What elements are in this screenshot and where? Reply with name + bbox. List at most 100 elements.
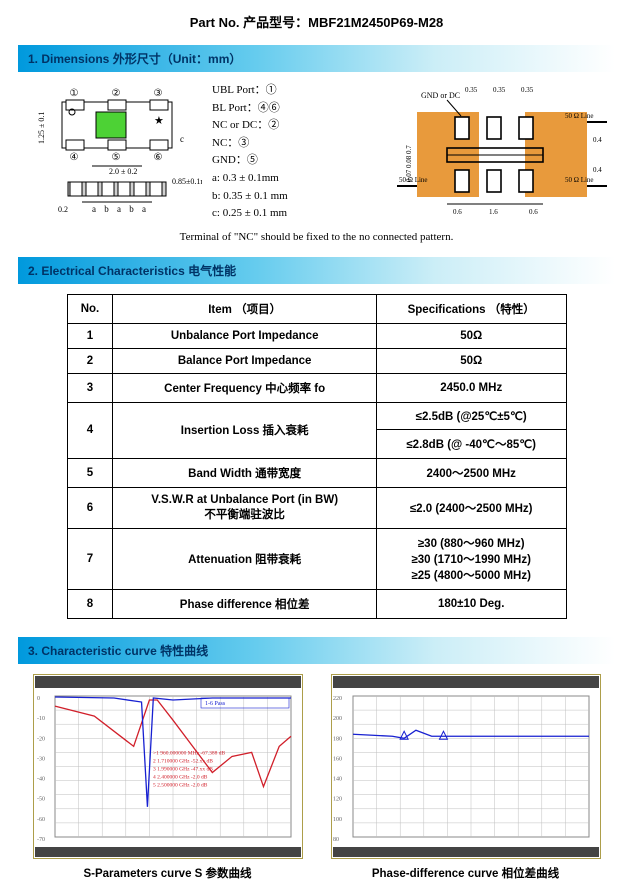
sparam-curve-box: 0-10-20-30-40-50-60-701-6 Pass>1 960.000… [33,674,303,881]
svg-text:50 Ω Line: 50 Ω Line [565,112,594,120]
spec-no: 2 [67,348,113,373]
svg-text:③: ③ [154,88,163,99]
spec-value: 180±10 Deg. [376,589,566,618]
port-definitions: UBL Port：①BL Port：④⑥NC or DC：②NC：③GND：⑤a… [212,82,387,223]
svg-text:0.35: 0.35 [465,86,478,94]
svg-text:140: 140 [333,776,342,782]
svg-text:-30: -30 [37,756,45,762]
phase-label: Phase-difference curve 相位差曲线 [331,865,601,881]
spec-th-no: No. [67,294,113,323]
svg-text:4 2.400000 GHz -2.0 dB: 4 2.400000 GHz -2.0 dB [153,774,208,780]
svg-text:100: 100 [333,817,342,823]
section-electrical-header: 2. Electrical Characteristics 电气性能 [18,257,615,284]
spec-item: Band Width 通带宽度 [113,458,376,487]
svg-text:120: 120 [333,796,342,802]
svg-text:-10: -10 [37,716,45,722]
svg-text:>1 960.000000 MHz -67.388 d: >1 960.000000 MHz -67.388 dB [153,750,225,756]
footprint-drawing: ①②③④⑤⑥★1.25 ± 0.12.0 ± 0.2c0.85±0.1mm0.2… [22,82,202,222]
svg-text:2.0 ± 0.2: 2.0 ± 0.2 [109,167,137,176]
svg-text:0.07 0.08 0.7: 0.07 0.08 0.7 [405,145,413,182]
svg-text:-60: -60 [37,817,45,823]
spec-th-item: Item （项目） [113,294,376,323]
port-def-line: GND：⑤ [212,152,387,170]
spec-value: ≤2.5dB (@25℃±5℃) [376,402,566,429]
spec-value: 2400～2500 MHz [376,458,566,487]
svg-text:-70: -70 [37,837,45,843]
curves-row: 0-10-20-30-40-50-60-701-6 Pass>1 960.000… [18,674,615,881]
table-row: 5Band Width 通带宽度2400～2500 MHz [67,458,566,487]
spec-value: ≥30 (880～960 MHz) ≥30 (1710～1990 MHz) ≥2… [376,528,566,589]
spec-no: 7 [67,528,113,589]
port-def-line: NC：③ [212,135,387,153]
spec-no: 1 [67,323,113,348]
spec-value: 50Ω [376,323,566,348]
svg-text:0.6: 0.6 [453,208,462,216]
phase-curve-box: 220 200 180 160 140 120 100 80 Phase-difference… [331,674,601,881]
svg-text:80: 80 [333,837,339,843]
table-row: 8Phase difference 相位差180±10 Deg. [67,589,566,618]
spec-no: 5 [67,458,113,487]
svg-text:0.4: 0.4 [593,136,602,144]
spec-value: 2450.0 MHz [376,373,566,402]
port-def-line: c: 0.25 ± 0.1 mm [212,205,387,223]
spec-no: 3 [67,373,113,402]
port-def-line: b: 0.35 ± 0.1 mm [212,188,387,206]
svg-text:180: 180 [333,736,342,742]
part-number: Part No. 产品型号：MBF21M2450P69-M28 [18,12,615,31]
svg-text:-20: -20 [37,736,45,742]
dimensions-block: ①②③④⑤⑥★1.25 ± 0.12.0 ± 0.2c0.85±0.1mm0.2… [18,82,615,223]
svg-text:0.6: 0.6 [529,208,538,216]
terminal-note: Terminal of "NC" should be fixed to the … [18,231,615,243]
svg-text:0: 0 [37,696,40,702]
section-dimensions-header: 1. Dimensions 外形尺寸（Unit：mm） [18,45,615,72]
svg-text:②: ② [112,88,121,99]
spec-item: V.S.W.R at Unbalance Port (in BW) 不平衡端驻波… [113,487,376,528]
spec-th-spec: Specifications （特性） [376,294,566,323]
table-row: 3Center Frequency 中心频率 fo2450.0 MHz [67,373,566,402]
spec-item: Center Frequency 中心频率 fo [113,373,376,402]
spec-table: No. Item （项目） Specifications （特性） 1Unbal… [67,294,567,619]
port-def-line: a: 0.3 ± 0.1mm [212,170,387,188]
svg-text:200: 200 [333,716,342,722]
spec-item: Unbalance Port Impedance [113,323,376,348]
spec-item: Attenuation 阻带衰耗 [113,528,376,589]
svg-text:①: ① [70,88,79,99]
svg-text:-50: -50 [37,796,45,802]
svg-text:50 Ω Line: 50 Ω Line [399,176,428,184]
table-row: 2Balance Port Impedance50Ω [67,348,566,373]
svg-text:a b a b a: a b a b a [92,204,149,214]
table-row: 7Attenuation 阻带衰耗≥30 (880～960 MHz) ≥30 (… [67,528,566,589]
spec-value: ≤2.8dB (@ -40℃～85℃) [376,429,566,458]
spec-item: Balance Port Impedance [113,348,376,373]
svg-text:1.25 ± 0.1: 1.25 ± 0.1 [37,112,46,144]
svg-text:0.85±0.1mm: 0.85±0.1mm [172,177,202,186]
svg-text:GND or DC: GND or DC [421,91,460,100]
svg-text:160: 160 [333,756,342,762]
table-row: 6V.S.W.R at Unbalance Port (in BW) 不平衡端驻… [67,487,566,528]
land-pattern-drawing: GND or DC 50 Ω Line 50 Ω Line 50 Ω Line 0.35… [397,82,611,222]
svg-text:220: 220 [333,696,342,702]
spec-no: 6 [67,487,113,528]
svg-text:1.6: 1.6 [489,208,498,216]
part-no-value: MBF21M2450P69-M28 [308,15,443,30]
table-row: 4Insertion Loss 插入衰耗≤2.5dB (@25℃±5℃) [67,402,566,429]
svg-text:0.2: 0.2 [58,205,68,214]
table-row: 1Unbalance Port Impedance50Ω [67,323,566,348]
spec-no: 4 [67,402,113,458]
svg-text:0.35: 0.35 [493,86,506,94]
spec-value: ≤2.0 (2400～2500 MHz) [376,487,566,528]
svg-text:⑥: ⑥ [154,152,163,163]
svg-text:-40: -40 [37,776,45,782]
port-def-line: UBL Port：① [212,82,387,100]
svg-text:5 2.500000 GHz -2.0 dB: 5 2.500000 GHz -2.0 dB [153,782,208,788]
svg-text:50 Ω Line: 50 Ω Line [565,176,594,184]
section-curves-header: 3. Characteristic curve 特性曲线 [18,637,615,664]
sparam-label: S-Parameters curve S 参数曲线 [33,865,303,881]
spec-item: Insertion Loss 插入衰耗 [113,402,376,458]
svg-text:⑤: ⑤ [112,152,121,163]
svg-text:★: ★ [154,115,164,127]
svg-text:2 1.710000 GHz -52.xx dB: 2 1.710000 GHz -52.xx dB [153,758,213,764]
port-def-line: BL Port：④⑥ [212,100,387,118]
svg-text:④: ④ [70,152,79,163]
svg-text:0.35: 0.35 [521,86,534,94]
